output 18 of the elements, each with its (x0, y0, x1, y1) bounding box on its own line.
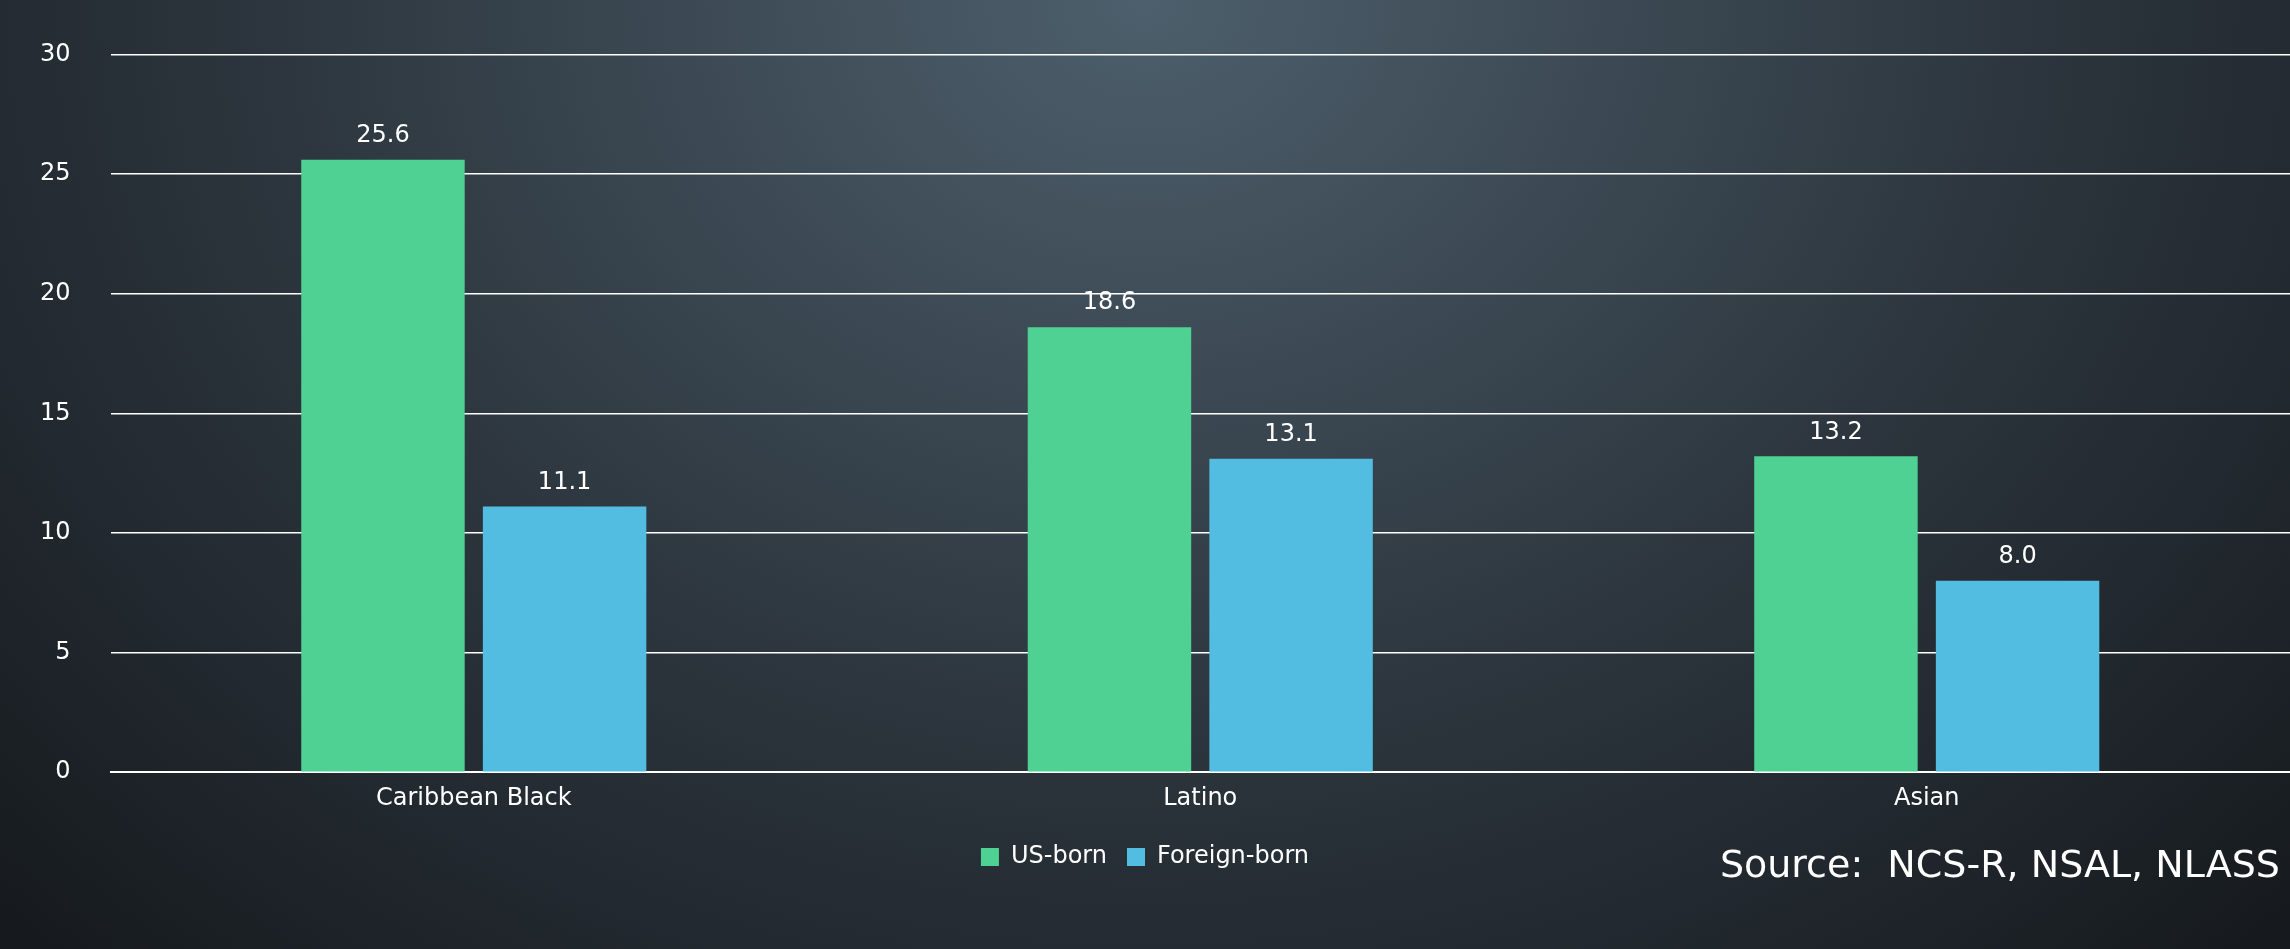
y-tick-label: 15 (39, 397, 71, 426)
y-tick-label: 20 (39, 277, 71, 306)
y-tick-label: 25 (39, 158, 71, 187)
data-label: 13.2 (1809, 416, 1863, 445)
y-tick-label: 0 (55, 756, 71, 785)
data-label: 25.6 (356, 119, 410, 148)
y-tick-label: 30 (39, 38, 71, 67)
data-label: 11.1 (537, 466, 592, 495)
source-note: Source: NCS-R, NSAL, NLASS (1719, 842, 2280, 887)
x-tick-label: Latino (1163, 782, 1238, 811)
y-tick-label: 10 (39, 517, 71, 546)
legend-label: Foreign-born (1156, 841, 1310, 870)
x-tick-label: Asian (1894, 782, 1960, 811)
data-label: 8.0 (1998, 541, 2037, 570)
y-tick-label: 5 (55, 636, 71, 665)
legend-label: US-born (1010, 841, 1107, 870)
data-label: 13.1 (1264, 419, 1318, 447)
x-tick-label: Caribbean Black (375, 782, 572, 811)
